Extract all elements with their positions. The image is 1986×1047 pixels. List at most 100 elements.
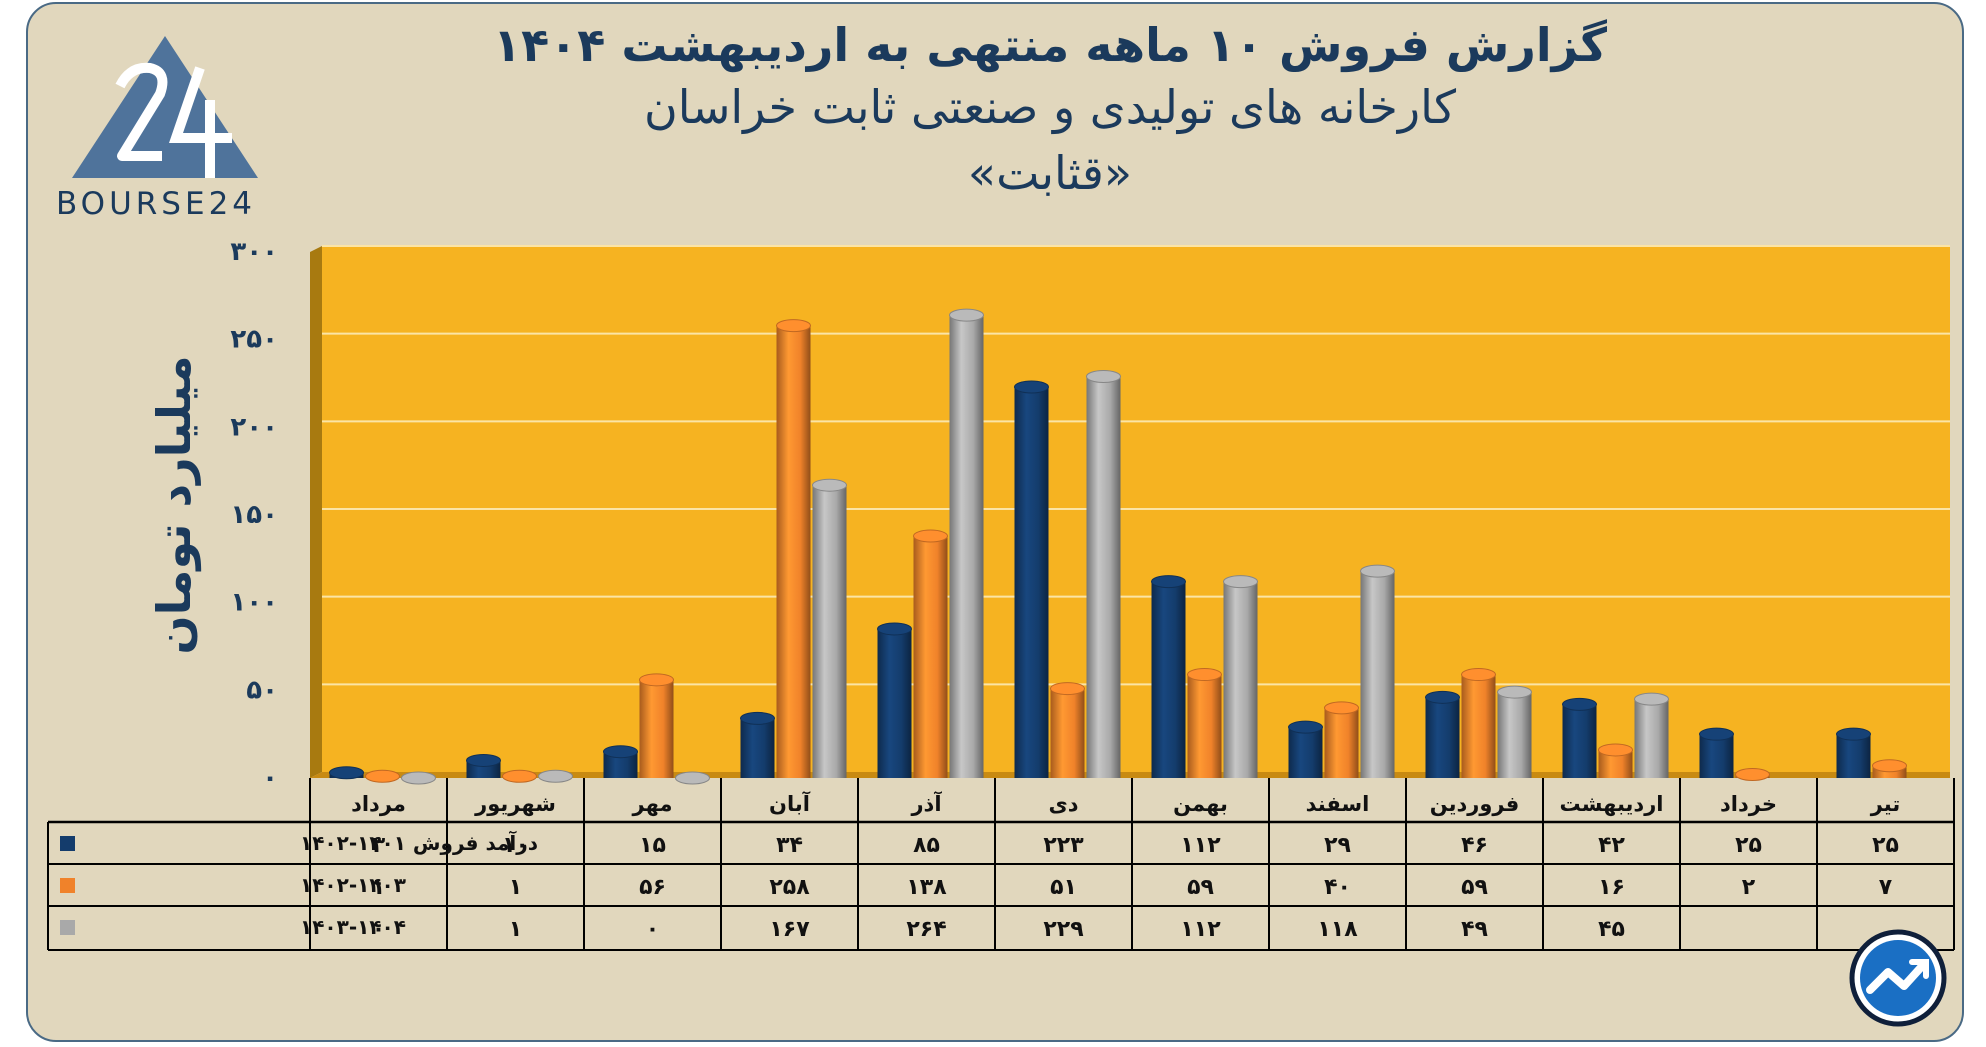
data-label: ۰ — [646, 917, 659, 942]
data-label: ۱۱۸ — [1317, 917, 1358, 942]
bourse24-logo-icon — [72, 36, 258, 178]
data-label: ۱۳۸ — [906, 875, 947, 900]
data-label: ۴۹ — [1461, 917, 1488, 942]
bar-body — [1497, 692, 1532, 778]
bar-body — [812, 485, 847, 778]
bar — [365, 769, 400, 783]
bar — [1497, 685, 1532, 778]
data-label: ۱۶۷ — [769, 917, 810, 942]
bar — [877, 622, 912, 778]
bar — [1050, 682, 1085, 778]
bar — [1634, 692, 1669, 778]
bar-cap — [1836, 727, 1871, 741]
bar — [538, 769, 573, 783]
bar-cap — [401, 771, 436, 785]
bar-cap — [949, 308, 984, 322]
bar-cap — [329, 766, 364, 780]
data-label: ۲۲۹ — [1043, 917, 1083, 942]
data-label: ۰ — [372, 917, 385, 942]
bar — [812, 478, 847, 778]
y-tick-label: ۰ — [262, 763, 278, 793]
bar-body — [1014, 387, 1049, 778]
bar-body — [1086, 376, 1121, 778]
data-label: ۱۵ — [639, 833, 666, 858]
bar-cap — [639, 673, 674, 687]
bar — [1151, 575, 1186, 778]
y-tick-label: ۵۰ — [246, 675, 278, 705]
bar — [603, 745, 638, 778]
data-label: ۲۲۳ — [1043, 833, 1084, 858]
y-axis-label: میلیارد تومان — [147, 355, 201, 654]
bar-cap — [1288, 720, 1323, 734]
data-label: ۵۶ — [639, 875, 666, 900]
data-label: ۱ — [509, 875, 522, 900]
bar-cap — [1461, 668, 1496, 682]
bar-cap — [1699, 727, 1734, 741]
data-label: ۴۰ — [1324, 875, 1351, 900]
bar-body — [1461, 674, 1496, 778]
data-label: ۸۵ — [913, 833, 940, 858]
bar — [740, 711, 775, 778]
x-tick-label: اردیبهشت — [1560, 792, 1664, 816]
bar-cap — [1735, 767, 1770, 781]
x-tick-label: تیر — [1870, 792, 1901, 816]
data-label: ۱۰ — [502, 833, 529, 858]
bar — [1735, 767, 1770, 781]
bar-cap — [1497, 685, 1532, 699]
bar-cap — [1562, 697, 1597, 711]
bar-body — [1699, 734, 1734, 778]
bar-cap — [1872, 759, 1907, 773]
data-label: ۱۶ — [1598, 875, 1625, 900]
bar-body — [740, 718, 775, 778]
data-label: ۱۱۲ — [1180, 833, 1221, 858]
data-label: ۵۱ — [1050, 875, 1077, 900]
bar-cap — [502, 769, 537, 783]
bar-body — [1836, 734, 1871, 778]
bar-cap — [776, 319, 811, 333]
bar — [949, 308, 984, 778]
report-title: گزارش فروش ۱۰ ماهه منتهی به اردیبهشت ۱۴۰… — [493, 18, 1607, 72]
x-tick-label: مرداد — [351, 792, 406, 816]
bar-cap — [1425, 690, 1460, 704]
y-tick-label: ۱۰۰ — [230, 588, 278, 618]
bar — [1086, 369, 1121, 778]
bar — [1324, 701, 1359, 778]
y-tick-label: ۲۰۰ — [230, 412, 278, 442]
bar — [1461, 668, 1496, 778]
data-label: ۷ — [1879, 875, 1893, 900]
bar-cap — [812, 478, 847, 492]
bar — [1223, 575, 1258, 778]
bar-body — [949, 315, 984, 778]
data-label: ۲۹ — [1324, 833, 1351, 858]
data-label: ۱ — [372, 875, 385, 900]
bar — [675, 771, 710, 785]
bar — [1836, 727, 1871, 778]
bar-cap — [675, 771, 710, 785]
data-label: ۱۱۲ — [1180, 917, 1221, 942]
x-tick-label: مهر — [632, 792, 673, 816]
logo-text: BOURSE24 — [55, 186, 257, 222]
data-label: ۵۹ — [1461, 875, 1488, 900]
bar-cap — [1014, 380, 1049, 394]
bar-body — [776, 325, 811, 778]
trend-arrow-circle-icon — [1849, 929, 1947, 1027]
bar — [1288, 720, 1323, 778]
data-label: ۳۴ — [776, 833, 803, 858]
ticker-symbol: «قثابت» — [967, 146, 1133, 200]
bar — [1014, 380, 1049, 778]
bar-body — [639, 679, 674, 778]
bar — [1872, 759, 1907, 778]
data-label: ۲۵۸ — [769, 875, 810, 900]
bar-body — [1050, 688, 1085, 778]
legend-swatch — [60, 836, 75, 851]
bar-cap — [1324, 701, 1359, 715]
bar — [1598, 743, 1633, 778]
bar-cap — [538, 769, 573, 783]
legend-swatch — [60, 920, 75, 935]
bar-cap — [1050, 682, 1085, 696]
y-tick-label: ۳۰۰ — [230, 237, 278, 267]
data-label: ۴۵ — [1598, 917, 1625, 942]
x-tick-label: آبان — [769, 791, 811, 816]
bar-cap — [1223, 575, 1258, 589]
